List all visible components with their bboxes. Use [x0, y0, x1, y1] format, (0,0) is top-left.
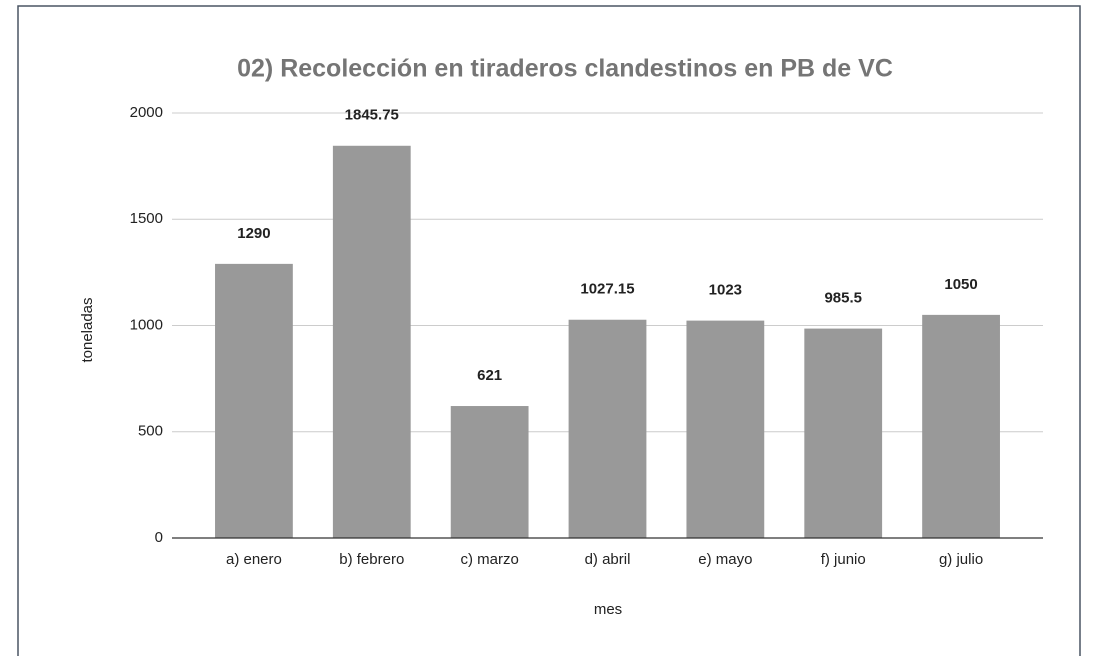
y-tick-label: 500: [138, 423, 163, 440]
y-tick-label: 1500: [130, 210, 163, 227]
y-axis-title: toneladas: [79, 297, 96, 362]
chart-border: [17, 5, 1081, 656]
x-axis-title: mes: [594, 601, 622, 618]
data-label: 1050: [944, 276, 977, 293]
x-tick-label: g) julio: [939, 551, 983, 568]
bar: [686, 320, 765, 538]
data-label: 1027.15: [580, 281, 634, 298]
data-label: 985.5: [824, 290, 862, 307]
y-tick-label: 0: [155, 529, 163, 546]
x-tick-label: f) junio: [821, 551, 866, 568]
bar: [332, 145, 411, 538]
data-label: 1845.75: [345, 107, 399, 124]
x-tick-label: a) enero: [226, 551, 282, 568]
bar: [450, 406, 529, 538]
x-tick-label: b) febrero: [339, 551, 404, 568]
bar: [215, 263, 293, 538]
chart-title: 02) Recolección en tiraderos clandestino…: [237, 55, 893, 83]
data-label: 1023: [709, 282, 742, 299]
bar: [568, 319, 647, 538]
bar: [804, 328, 883, 538]
y-tick-label: 1000: [130, 316, 163, 333]
x-tick-label: c) marzo: [460, 551, 518, 568]
data-label: 621: [477, 367, 502, 384]
y-tick-label: 2000: [130, 104, 163, 121]
x-tick-label: e) mayo: [698, 551, 752, 568]
x-tick-label: d) abril: [585, 551, 631, 568]
bar: [922, 314, 1000, 538]
data-label: 1290: [237, 225, 270, 242]
